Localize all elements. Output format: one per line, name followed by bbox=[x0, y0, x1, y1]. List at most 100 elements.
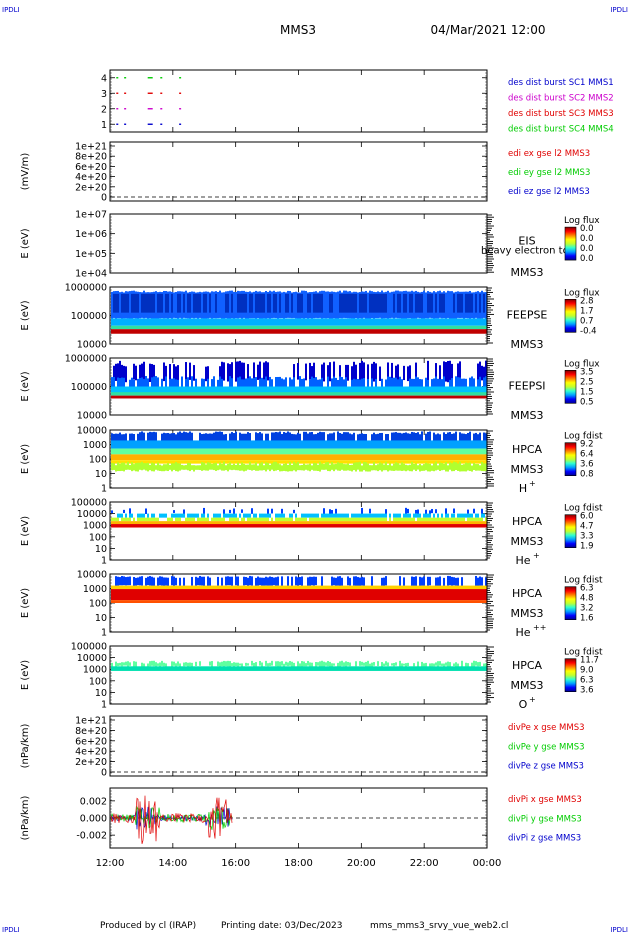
hpca-h-cell bbox=[461, 454, 463, 461]
hpca-he1-cell bbox=[347, 521, 349, 525]
hpca-h-cell bbox=[375, 454, 377, 461]
feepse-cell bbox=[249, 325, 251, 330]
hpca-he2-cell bbox=[473, 589, 475, 601]
feepsi-cell bbox=[219, 392, 221, 396]
hpca-h-cell bbox=[227, 463, 229, 472]
hpca-he1-cell bbox=[253, 517, 255, 522]
hpca-h-cell bbox=[325, 462, 327, 470]
feepsi-cell bbox=[127, 386, 129, 394]
feepsi-cell bbox=[261, 377, 263, 392]
hpca-h-cell bbox=[149, 448, 151, 455]
hpca-h-cell bbox=[221, 431, 223, 444]
feepse-cell bbox=[187, 329, 189, 334]
feepse-cell bbox=[349, 325, 351, 330]
hpca-h-cell bbox=[331, 440, 333, 449]
feepsi-cell bbox=[471, 392, 473, 396]
feepsi-cell bbox=[379, 366, 381, 381]
feepsi-cell bbox=[431, 395, 433, 399]
hpca-h-cell bbox=[171, 440, 173, 449]
feepsi-cell bbox=[431, 379, 433, 392]
hpca-h-cell bbox=[241, 448, 243, 455]
hpca-he1-cell bbox=[249, 513, 251, 518]
hpca-he1-cell bbox=[139, 524, 141, 528]
feepse-cell bbox=[463, 318, 465, 326]
hpca-h-cell bbox=[331, 433, 333, 443]
feepse-cell bbox=[245, 325, 247, 330]
hpca-h-cell bbox=[147, 440, 149, 449]
feepse-cell bbox=[247, 291, 249, 319]
feepsi-cell bbox=[331, 395, 333, 399]
hpca-h-cell bbox=[343, 448, 345, 455]
feepsi-cell bbox=[421, 386, 423, 394]
feepsi-cell bbox=[165, 392, 167, 396]
feepsi-cell bbox=[471, 395, 473, 399]
feepsi-cell bbox=[179, 386, 181, 394]
feepsi-cell bbox=[221, 361, 223, 380]
feepsi-cell bbox=[243, 386, 245, 394]
feepse-cell bbox=[253, 291, 255, 319]
feepsi-cell bbox=[409, 378, 411, 391]
feepse-cell bbox=[427, 293, 429, 313]
feepse-cell bbox=[271, 318, 273, 326]
hpca-h-cell bbox=[161, 454, 163, 461]
hpca-h-cell bbox=[445, 460, 447, 464]
hpca-he1-cell bbox=[129, 517, 131, 522]
feepse-cell bbox=[401, 325, 403, 330]
hpca-h-charge-label: + bbox=[529, 479, 536, 488]
hpca-he1-cell bbox=[445, 508, 447, 515]
feepse-cell bbox=[295, 325, 297, 330]
hpca-he2-cell bbox=[325, 600, 327, 603]
hpca-he2-cell bbox=[209, 600, 211, 603]
hpca-he2-cell bbox=[355, 589, 357, 601]
feepse-cell bbox=[111, 325, 113, 330]
hpca-h-cell bbox=[339, 440, 341, 449]
feepsi-cell bbox=[353, 392, 355, 396]
feepse-cell bbox=[209, 318, 211, 326]
hpca-he1-cell bbox=[271, 517, 273, 522]
hpca-h-cell bbox=[335, 440, 337, 449]
hpca-h-cell bbox=[125, 454, 127, 461]
hpca-he1-cell bbox=[189, 517, 191, 522]
hpca-h-cell bbox=[257, 454, 259, 461]
feepsi-cell bbox=[457, 395, 459, 399]
feepsi-cell bbox=[409, 392, 411, 396]
hpca-he1-cell bbox=[421, 521, 423, 525]
feepsi-cell bbox=[257, 386, 259, 394]
hpca-h-cell bbox=[117, 440, 119, 449]
hpca-he1-cell bbox=[451, 524, 453, 528]
hpca-he1-cell bbox=[401, 521, 403, 525]
burst-legend-entry: des dist burst SC1 MMS1 bbox=[508, 78, 614, 88]
feepsi-cell bbox=[123, 377, 125, 392]
hpca-h-cell bbox=[119, 460, 121, 464]
feepse-cell bbox=[281, 318, 283, 326]
feepsi-cell bbox=[111, 386, 113, 394]
hpca-he1-cell bbox=[255, 513, 257, 518]
hpca-he2-cell bbox=[195, 600, 197, 603]
hpca-h-cell bbox=[211, 460, 213, 464]
hpca-he1-cell bbox=[249, 524, 251, 528]
hpca-h-cell bbox=[325, 440, 327, 449]
feepse-cell bbox=[311, 318, 313, 326]
hpca-h-cell bbox=[263, 448, 265, 455]
hpca-he2-cell bbox=[213, 589, 215, 601]
hpca-he1-cell bbox=[253, 524, 255, 528]
feepse-cell bbox=[295, 318, 297, 326]
hpca-h-cell bbox=[325, 448, 327, 455]
hpca-he1-spacecraft-label: MMS3 bbox=[511, 535, 544, 548]
hpca-he1-cell bbox=[433, 513, 435, 518]
feepse-cell bbox=[253, 329, 255, 334]
hpca-he1-cell bbox=[241, 524, 243, 528]
hpca-he2-cell bbox=[479, 589, 481, 601]
hpca-h-cell bbox=[227, 440, 229, 449]
hpca-he1-cell bbox=[359, 513, 361, 518]
feepse-cell bbox=[173, 325, 175, 330]
hpca-he1-cell bbox=[427, 517, 429, 522]
hpca-h-cell bbox=[377, 448, 379, 455]
hpca-he2-cell bbox=[169, 585, 171, 590]
hpca-he1-cell bbox=[293, 521, 295, 525]
feepse-cell bbox=[139, 329, 141, 334]
feepsi-cell bbox=[363, 378, 365, 392]
hpca-he2-cell bbox=[277, 576, 279, 586]
hpca-h-cell bbox=[213, 454, 215, 461]
feepsi-cell bbox=[175, 379, 177, 391]
